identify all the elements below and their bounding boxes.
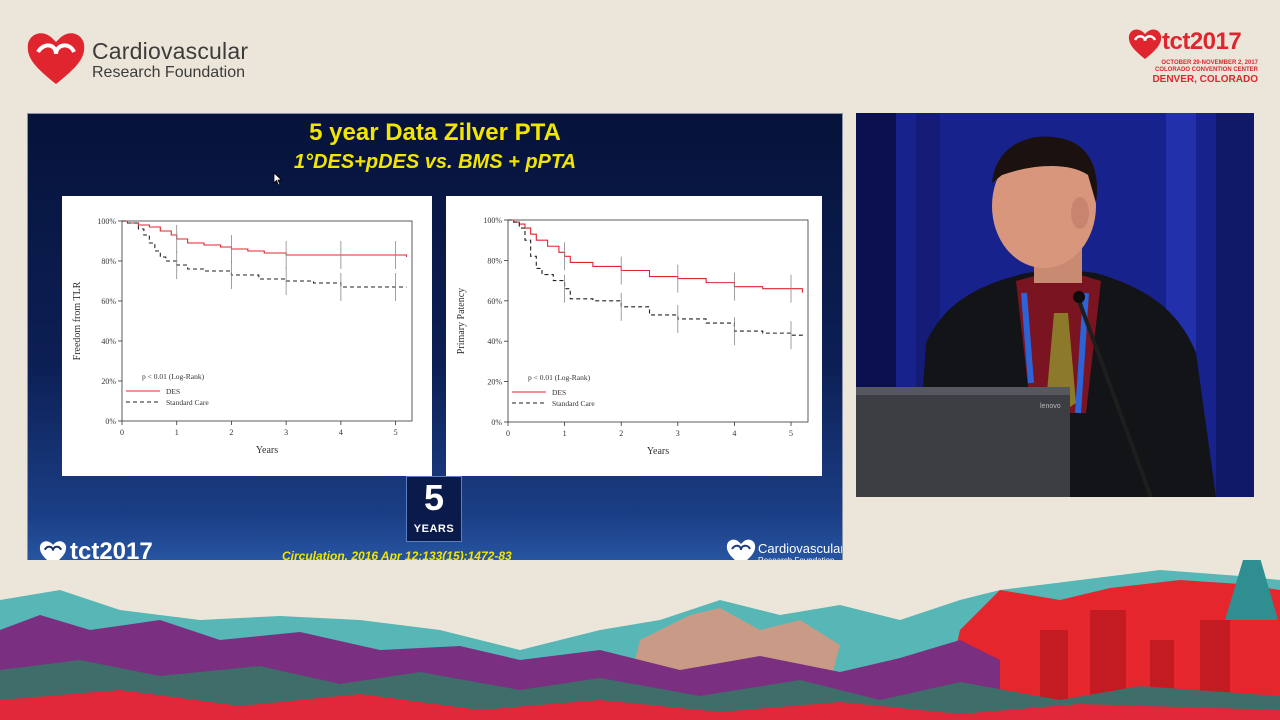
tct-city: DENVER, COLORADO <box>1152 74 1258 85</box>
y-tick-label: 80% <box>487 256 502 265</box>
x-tick-label: 0 <box>120 428 124 437</box>
y-tick-label: 80% <box>101 257 116 266</box>
slide-crf-heart-icon <box>726 539 756 565</box>
legend-label: Standard Care <box>552 399 595 408</box>
x-tick-label: 3 <box>284 428 288 437</box>
y-tick-label: 0% <box>105 417 116 426</box>
y-tick-label: 60% <box>487 297 502 306</box>
plot-frame <box>121 220 413 422</box>
chart-freedom-from-tlr: 0% 20% 40% 60% 80% 100% 0 1 2 3 4 5 Years Freedom fro… <box>72 217 413 456</box>
chart-panel-tlr: 0% 20% 40% 60% 80% 100% 0 1 2 3 4 5 Years Freedom fro… <box>62 196 432 476</box>
series-line-standard-care <box>508 219 803 338</box>
slide-crf-line1: Cardiovascular <box>758 541 843 556</box>
y-tick-label: 20% <box>101 377 116 386</box>
y-tick-label: 20% <box>487 378 502 387</box>
x-tick-label: 4 <box>339 428 343 437</box>
presentation-slide: 5 year Data Zilver PTA 1°DES+pDES vs. BM… <box>27 113 843 572</box>
chart-primary-patency: 0% 20% 40% 60% 80% 100% 0 1 2 3 4 5 Years Primary Pat… <box>456 216 809 457</box>
crf-name-line2: Research Foundation <box>92 64 245 81</box>
crf-logo: Cardiovascular Research Foundation <box>26 30 266 86</box>
x-tick-label: 0 <box>506 429 510 438</box>
crf-name-line1: Cardiovascular <box>92 38 249 64</box>
x-tick-label: 5 <box>789 429 793 438</box>
y-axis-label: Primary Patency <box>456 288 467 354</box>
series-line-standard-care <box>122 220 407 288</box>
decorative-landscape <box>0 560 1280 720</box>
x-tick-label: 5 <box>394 428 398 437</box>
badge-word: YEARS <box>413 523 455 535</box>
x-tick-label: 3 <box>676 429 680 438</box>
tct-dates: OCTOBER 29-NOVEMBER 2, 2017 COLORADO CON… <box>1130 60 1258 74</box>
chart-panel-patency: 0% 20% 40% 60% 80% 100% 0 1 2 3 4 5 Years Primary Pat… <box>446 196 822 476</box>
p-value-annotation: p < 0.01 (Log-Rank) <box>528 373 591 382</box>
y-axis-label: Freedom from TLR <box>72 281 83 360</box>
series-line-des <box>508 219 803 293</box>
x-axis-label: Years <box>256 445 278 456</box>
laptop-brand: lenovo <box>1040 403 1061 410</box>
five-years-badge: 5 YEARS <box>406 476 462 542</box>
x-tick-label: 2 <box>619 429 623 438</box>
slide-subtitle: 1°DES+pDES vs. BMS + pPTA <box>293 151 577 173</box>
tct-dates-line: OCTOBER 29-NOVEMBER 2, 2017 <box>1161 60 1258 66</box>
y-tick-label: 0% <box>491 418 502 427</box>
y-tick-label: 40% <box>487 337 502 346</box>
y-tick-label: 100% <box>97 217 116 226</box>
y-tick-label: 60% <box>101 297 116 306</box>
x-tick-label: 1 <box>175 428 179 437</box>
y-tick-label: 100% <box>483 216 502 225</box>
tct-logo-text: tct2017 <box>1162 28 1242 55</box>
tct-heart-icon <box>1128 29 1162 59</box>
speaker-video-frame: lenovo <box>856 113 1254 497</box>
slide-tct-heart-icon <box>39 541 67 566</box>
mouse-cursor-icon <box>273 172 283 186</box>
heart-logo-icon <box>27 33 85 84</box>
legend-label: DES <box>552 388 566 397</box>
tct-logo: tct2017 OCTOBER 29-NOVEMBER 2, 2017 COLO… <box>1128 26 1258 86</box>
y-tick-label: 40% <box>101 337 116 346</box>
plot-frame <box>507 219 809 423</box>
series-line-des <box>122 220 408 257</box>
p-value-annotation: p < 0.01 (Log-Rank) <box>142 372 205 381</box>
tct-venue-line: COLORADO CONVENTION CENTER <box>1154 67 1258 73</box>
legend-label: Standard Care <box>166 398 209 407</box>
speaker-video: lenovo <box>856 113 1254 497</box>
legend-label: DES <box>166 387 180 396</box>
x-axis-label: Years <box>647 446 669 457</box>
badge-number: 5 <box>423 477 445 518</box>
x-tick-label: 1 <box>563 429 567 438</box>
x-tick-label: 2 <box>229 428 233 437</box>
slide-title: 5 year Data Zilver PTA <box>309 119 561 146</box>
citation: Circulation. 2016 Apr 12;133(15):1472-83 <box>282 549 512 563</box>
x-tick-label: 4 <box>732 429 736 438</box>
